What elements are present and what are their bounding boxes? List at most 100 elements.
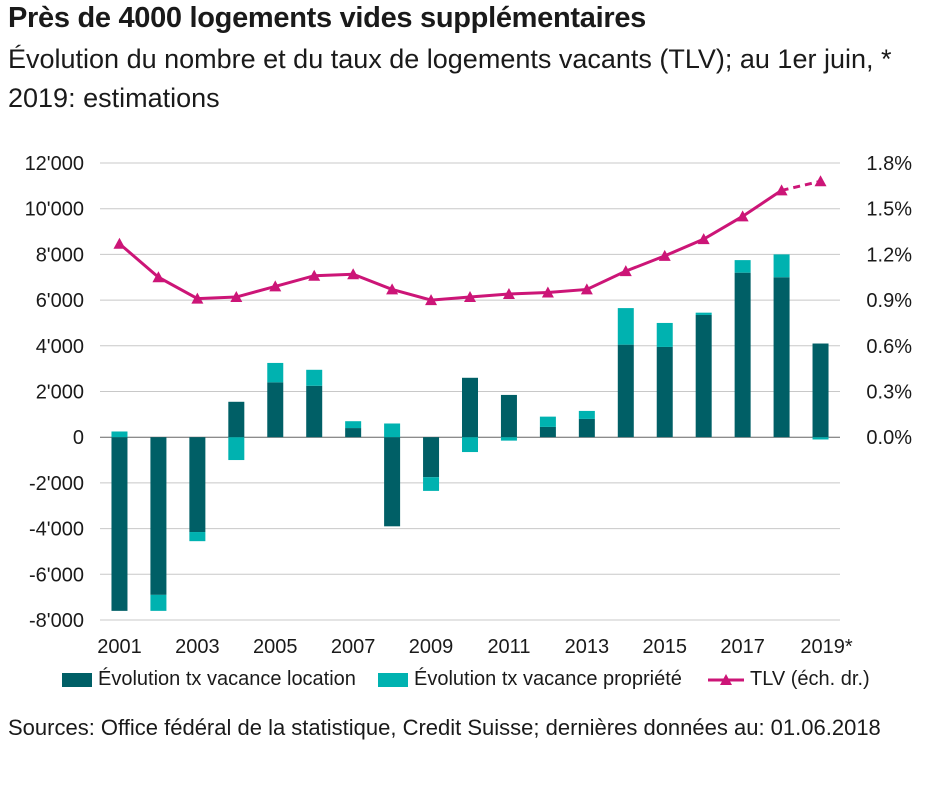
y-left-tick-label: 2'000 bbox=[36, 382, 84, 404]
tlv-line-estimate bbox=[781, 179, 821, 192]
y-left-tick-label: 12'000 bbox=[25, 153, 84, 175]
bar-propriete bbox=[695, 312, 712, 315]
bar-location bbox=[500, 394, 517, 438]
chart-title: Près de 4000 logements vides supplémenta… bbox=[8, 2, 646, 34]
bar-location bbox=[345, 428, 362, 438]
bar-propriete bbox=[500, 437, 517, 441]
y-left-tick-label: 10'000 bbox=[25, 199, 84, 221]
y-right-tick-label: 1.8% bbox=[866, 153, 912, 175]
bar-propriete bbox=[423, 477, 440, 491]
y-right-tick-label: 0.0% bbox=[866, 427, 912, 449]
bar-location bbox=[462, 377, 478, 438]
x-axis-ticks: 2001 2003 2005 2007 2009 2011 2013 2015 2017 2019… bbox=[97, 636, 853, 658]
y-right-tick-label: 0.3% bbox=[866, 382, 912, 404]
y-left-tick-label: 4'000 bbox=[36, 336, 84, 358]
tlv-point bbox=[386, 283, 399, 295]
bar-propriete bbox=[150, 594, 167, 611]
bar-location bbox=[228, 401, 245, 438]
tlv-point bbox=[425, 294, 438, 306]
tlv-point bbox=[814, 175, 827, 187]
tlv-point bbox=[619, 265, 632, 277]
bar-propriete bbox=[228, 437, 245, 461]
tlv-point bbox=[697, 233, 710, 245]
bar-location bbox=[150, 437, 167, 595]
right-axis-ticks: 0.0% 0.3% 0.6% 0.9% 1.2% 1.5% 1.8% bbox=[866, 153, 912, 449]
x-tick-label: 2009 bbox=[409, 636, 454, 658]
bar-propriete bbox=[539, 416, 556, 427]
bar-propriete bbox=[345, 421, 362, 429]
legend-swatch-propriete bbox=[378, 672, 408, 687]
bar-propriete bbox=[812, 437, 829, 440]
x-tick-label: 2017 bbox=[720, 636, 765, 658]
source-note: Sources: Office fédéral de la statistiqu… bbox=[8, 715, 881, 740]
x-tick-label: 2005 bbox=[253, 636, 298, 658]
tlv-point bbox=[658, 249, 671, 261]
legend-item-location: Évolution tx vacance location bbox=[62, 668, 356, 691]
bar-location bbox=[812, 343, 829, 438]
y-left-tick-label: 0 bbox=[73, 427, 84, 449]
bar-location bbox=[111, 437, 128, 611]
tlv-point bbox=[230, 291, 243, 303]
bar-propriete bbox=[773, 254, 790, 278]
y-left-tick-label: -4'000 bbox=[29, 519, 84, 541]
x-tick-label: 2007 bbox=[331, 636, 376, 658]
y-right-tick-label: 1.2% bbox=[866, 244, 912, 266]
chart-subtitle: Évolution du nombre et du taux de logeme… bbox=[8, 44, 892, 113]
tlv-line-layer bbox=[113, 175, 827, 306]
bar-location bbox=[539, 426, 556, 438]
bar-location bbox=[267, 382, 284, 438]
tlv-point bbox=[464, 291, 476, 303]
legend-label-tlv: TLV (éch. dr.) bbox=[750, 668, 870, 690]
tlv-point bbox=[191, 292, 204, 304]
y-left-tick-label: -2'000 bbox=[29, 473, 84, 495]
bar-propriete bbox=[306, 369, 323, 386]
x-tick-label: 2001 bbox=[97, 636, 142, 658]
bar-propriete bbox=[462, 437, 478, 453]
tlv-point bbox=[775, 184, 788, 196]
bars-layer bbox=[111, 254, 829, 611]
bar-propriete bbox=[734, 260, 751, 273]
tlv-point bbox=[736, 210, 749, 222]
tlv-point bbox=[502, 288, 515, 300]
x-tick-label: 2013 bbox=[565, 636, 610, 658]
y-right-tick-label: 0.6% bbox=[866, 336, 912, 358]
x-tick-label: 2019* bbox=[800, 636, 852, 658]
legend-swatch-location bbox=[62, 672, 92, 687]
bar-location bbox=[695, 314, 712, 438]
tlv-point bbox=[347, 268, 360, 280]
bar-location bbox=[189, 437, 206, 533]
legend-swatch-tlv bbox=[708, 673, 744, 685]
left-axis-ticks: -8'000 -6'000 -4'000 -2'000 0 2'000 4'000 6'000… bbox=[25, 153, 84, 632]
bar-propriete bbox=[267, 362, 284, 383]
bar-location bbox=[734, 272, 751, 438]
legend: Évolution tx vacance location Évolution … bbox=[0, 668, 928, 698]
bar-propriete bbox=[617, 308, 634, 345]
legend-item-propriete: Évolution tx vacance propriété bbox=[378, 668, 682, 691]
x-tick-label: 2011 bbox=[487, 636, 530, 658]
y-right-tick-label: 1.5% bbox=[866, 199, 912, 221]
bar-location bbox=[773, 277, 790, 438]
y-left-tick-label: -6'000 bbox=[29, 564, 84, 586]
bar-propriete bbox=[578, 410, 595, 419]
y-left-tick-label: 8'000 bbox=[36, 244, 84, 266]
bar-location bbox=[578, 418, 595, 438]
bar-location bbox=[384, 437, 401, 527]
tlv-point bbox=[308, 269, 321, 281]
bar-propriete bbox=[656, 322, 673, 347]
tlv-line bbox=[118, 189, 783, 302]
tlv-point bbox=[269, 280, 282, 292]
legend-label-propriete: Évolution tx vacance propriété bbox=[414, 668, 682, 690]
bar-propriete bbox=[189, 532, 206, 542]
tlv-point bbox=[113, 237, 126, 249]
y-right-tick-label: 0.9% bbox=[866, 290, 912, 312]
tlv-point bbox=[580, 283, 593, 295]
y-left-tick-label: -8'000 bbox=[29, 610, 84, 632]
bar-location bbox=[423, 437, 440, 478]
x-tick-label: 2003 bbox=[175, 636, 220, 658]
y-left-tick-label: 6'000 bbox=[36, 290, 84, 312]
legend-item-tlv: TLV (éch. dr.) bbox=[708, 668, 870, 691]
bar-propriete bbox=[384, 423, 401, 438]
bar-location bbox=[656, 346, 673, 438]
tlv-point bbox=[541, 286, 554, 298]
